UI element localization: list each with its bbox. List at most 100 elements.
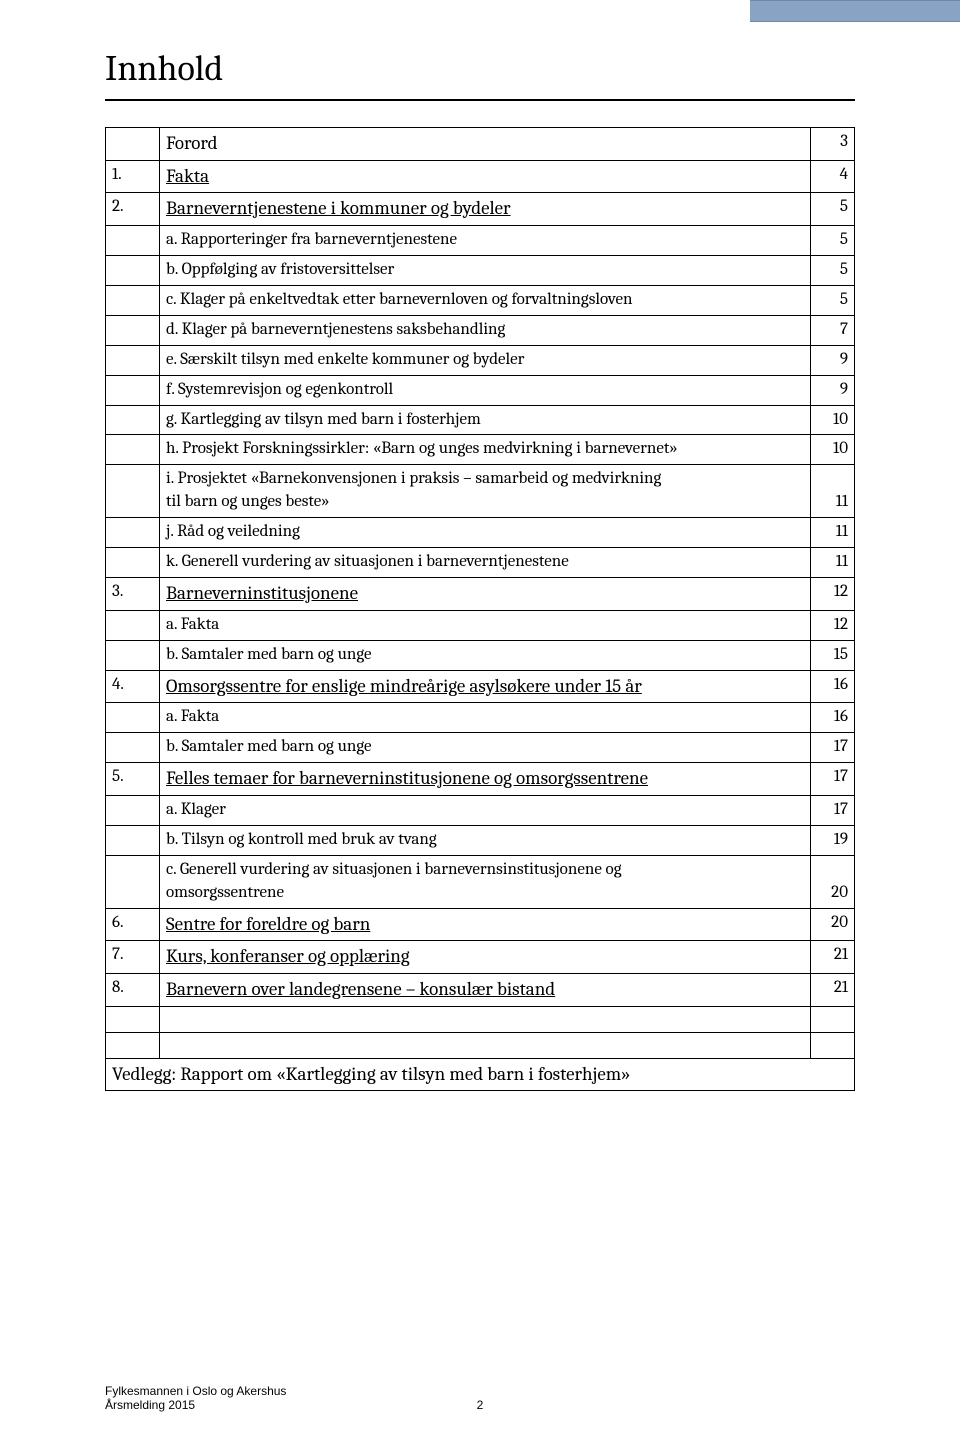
toc-cell-number xyxy=(106,640,160,670)
toc-cell-text: b. Oppfølging av fristoversittelser xyxy=(160,255,811,285)
toc-cell-page: 16 xyxy=(811,703,855,733)
page-title: Innhold xyxy=(105,48,855,101)
toc-cell-page: 5 xyxy=(811,225,855,255)
toc-row: 5.Felles temaer for barneverninstitusjon… xyxy=(106,763,855,796)
toc-cell-page: 12 xyxy=(811,578,855,611)
toc-body: Forord31.Fakta42.Barneverntjenestene i k… xyxy=(106,128,855,1091)
toc-cell-page: 10 xyxy=(811,405,855,435)
page: Innhold Forord31.Fakta42.Barneverntjenes… xyxy=(0,0,960,1436)
toc-cell-text: i. Prosjektet «Barnekonvensjonen i praks… xyxy=(160,465,811,518)
toc-cell-text: a. Fakta xyxy=(160,703,811,733)
toc-cell-number: 8. xyxy=(106,973,160,1006)
toc-row: b. Oppfølging av fristoversittelser5 xyxy=(106,255,855,285)
toc-cell-text: j. Råd og veiledning xyxy=(160,518,811,548)
toc-row: b. Samtaler med barn og unge15 xyxy=(106,640,855,670)
toc-cell-text: k. Generell vurdering av situasjonen i b… xyxy=(160,548,811,578)
toc-row: c. Klager på enkeltvedtak etter barnever… xyxy=(106,285,855,315)
toc-row: a. Fakta12 xyxy=(106,610,855,640)
toc-row: 8.Barnevern over landegrensene – konsulæ… xyxy=(106,973,855,1006)
toc-row: 1.Fakta4 xyxy=(106,160,855,193)
toc-cell-number: 4. xyxy=(106,670,160,703)
toc-row: f. Systemrevisjon og egenkontroll9 xyxy=(106,375,855,405)
toc-cell-number xyxy=(106,795,160,825)
toc-cell-page: 20 xyxy=(811,855,855,908)
toc-cell-text: c. Klager på enkeltvedtak etter barnever… xyxy=(160,285,811,315)
toc-cell-page: 15 xyxy=(811,640,855,670)
toc-cell-page: 21 xyxy=(811,941,855,974)
toc-cell-page: 9 xyxy=(811,345,855,375)
toc-cell-page: 11 xyxy=(811,518,855,548)
toc-cell-empty xyxy=(160,1006,811,1032)
toc-cell-page: 11 xyxy=(811,465,855,518)
toc-cell-text: Fakta xyxy=(160,160,811,193)
toc-row: 2.Barneverntjenestene i kommuner og byde… xyxy=(106,193,855,226)
toc-row: a. Klager17 xyxy=(106,795,855,825)
toc-cell-page: 5 xyxy=(811,193,855,226)
footer-line1: Fylkesmannen i Oslo og Akershus xyxy=(105,1384,855,1398)
toc-row: c. Generell vurdering av situasjonen i b… xyxy=(106,855,855,908)
toc-cell-empty xyxy=(160,1032,811,1058)
toc-row: 4.Omsorgssentre for enslige mindreårige … xyxy=(106,670,855,703)
toc-table: Forord31.Fakta42.Barneverntjenestene i k… xyxy=(105,127,855,1091)
toc-cell-text: Kurs, konferanser og opplæring xyxy=(160,941,811,974)
toc-cell-page: 5 xyxy=(811,255,855,285)
toc-row: Vedlegg: Rapport om «Kartlegging av tils… xyxy=(106,1058,855,1091)
toc-cell-text: b. Samtaler med barn og unge xyxy=(160,640,811,670)
toc-cell-page: 17 xyxy=(811,763,855,796)
toc-cell-text: c. Generell vurdering av situasjonen i b… xyxy=(160,855,811,908)
toc-cell-text: f. Systemrevisjon og egenkontroll xyxy=(160,375,811,405)
toc-row: a. Fakta16 xyxy=(106,703,855,733)
toc-cell-text: g. Kartlegging av tilsyn med barn i fost… xyxy=(160,405,811,435)
toc-row xyxy=(106,1006,855,1032)
toc-cell-number xyxy=(106,703,160,733)
toc-cell-page: 16 xyxy=(811,670,855,703)
toc-row xyxy=(106,1032,855,1058)
toc-cell-number xyxy=(106,285,160,315)
toc-row: 3.Barneverninstitusjonene12 xyxy=(106,578,855,611)
toc-row: b. Tilsyn og kontroll med bruk av tvang1… xyxy=(106,825,855,855)
toc-cell-text: Barnevern over landegrensene – konsulær … xyxy=(160,973,811,1006)
toc-cell-number xyxy=(106,733,160,763)
toc-cell-empty xyxy=(106,1006,160,1032)
toc-cell-number: 5. xyxy=(106,763,160,796)
toc-row: g. Kartlegging av tilsyn med barn i fost… xyxy=(106,405,855,435)
toc-cell-page: 10 xyxy=(811,435,855,465)
toc-cell-number xyxy=(106,435,160,465)
toc-cell-text: Omsorgssentre for enslige mindreårige as… xyxy=(160,670,811,703)
toc-cell-page: 4 xyxy=(811,160,855,193)
toc-cell-page: 21 xyxy=(811,973,855,1006)
toc-cell-empty xyxy=(106,1032,160,1058)
toc-cell-text: Barneverninstitusjonene xyxy=(160,578,811,611)
toc-cell-number xyxy=(106,225,160,255)
toc-cell-number xyxy=(106,128,160,161)
toc-cell-text: Barneverntjenestene i kommuner og bydele… xyxy=(160,193,811,226)
toc-row: j. Råd og veiledning11 xyxy=(106,518,855,548)
toc-cell-empty xyxy=(811,1006,855,1032)
toc-cell-number xyxy=(106,405,160,435)
footer: Fylkesmannen i Oslo og Akershus Årsmeldi… xyxy=(105,1384,855,1412)
toc-cell-page: 19 xyxy=(811,825,855,855)
header-stripe xyxy=(750,0,960,22)
toc-cell-text: a. Rapporteringer fra barneverntjenesten… xyxy=(160,225,811,255)
toc-cell-full: Vedlegg: Rapport om «Kartlegging av tils… xyxy=(106,1058,855,1091)
toc-cell-text: Sentre for foreldre og barn xyxy=(160,908,811,941)
toc-cell-number xyxy=(106,518,160,548)
toc-cell-text: Felles temaer for barneverninstitusjonen… xyxy=(160,763,811,796)
toc-cell-number xyxy=(106,610,160,640)
toc-cell-text: a. Fakta xyxy=(160,610,811,640)
toc-row: e. Særskilt tilsyn med enkelte kommuner … xyxy=(106,345,855,375)
toc-cell-page: 17 xyxy=(811,733,855,763)
toc-cell-number xyxy=(106,825,160,855)
toc-row: Forord3 xyxy=(106,128,855,161)
toc-row: 6.Sentre for foreldre og barn20 xyxy=(106,908,855,941)
toc-cell-page: 7 xyxy=(811,315,855,345)
toc-row: h. Prosjekt Forskningssirkler: «Barn og … xyxy=(106,435,855,465)
toc-cell-number xyxy=(106,375,160,405)
toc-row: k. Generell vurdering av situasjonen i b… xyxy=(106,548,855,578)
toc-cell-text: e. Særskilt tilsyn med enkelte kommuner … xyxy=(160,345,811,375)
toc-cell-number: 2. xyxy=(106,193,160,226)
toc-cell-number xyxy=(106,548,160,578)
toc-row: i. Prosjektet «Barnekonvensjonen i praks… xyxy=(106,465,855,518)
toc-cell-text: a. Klager xyxy=(160,795,811,825)
toc-cell-number: 7. xyxy=(106,941,160,974)
